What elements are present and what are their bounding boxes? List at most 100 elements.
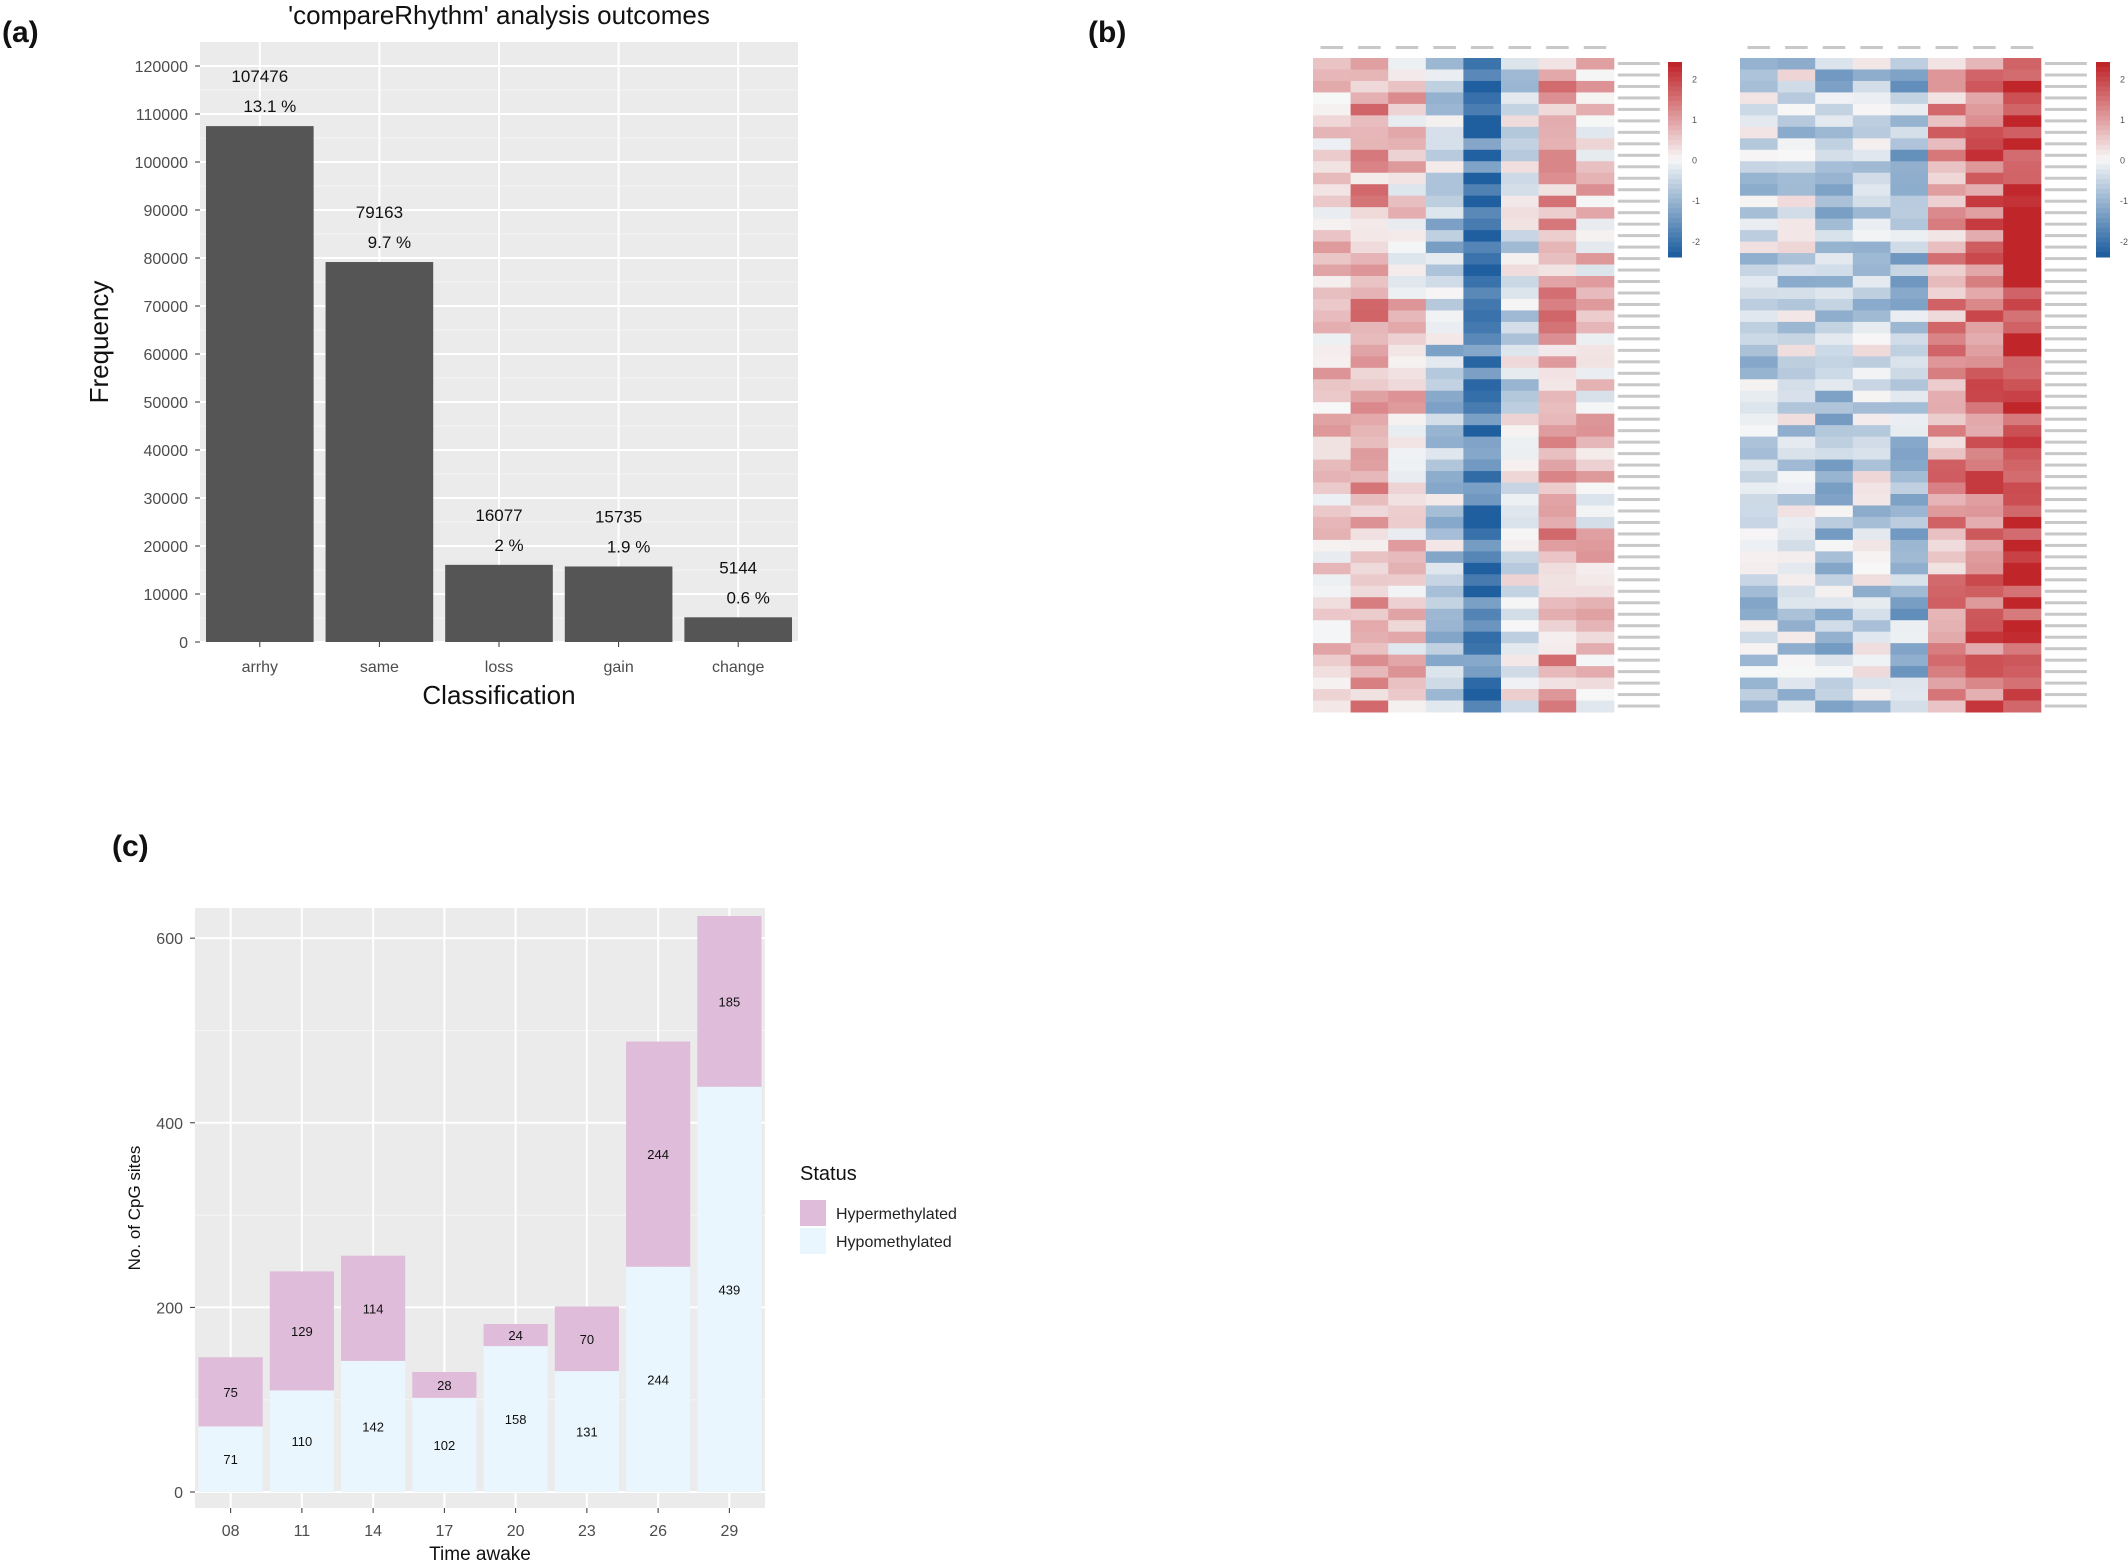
heatmap-left-row-label [1617, 165, 1660, 169]
heatmap-right-cell [2003, 471, 2042, 484]
heatmap-right-cell [1777, 643, 1816, 656]
heatmap-left-cell [1463, 298, 1502, 311]
heatmap-right-cell [1815, 643, 1854, 656]
heatmap-left-cell [1501, 253, 1540, 266]
heatmap-right-cell [2003, 138, 2042, 151]
bar-hypomethylated-29 [697, 1086, 762, 1492]
x-tick-label: arrhy [242, 659, 278, 676]
heatmap-right-cell [1928, 310, 1967, 323]
heatmap-left-cell [1463, 551, 1502, 564]
heatmap-right-cell [1740, 172, 1779, 185]
heatmap-left-cell [1350, 92, 1389, 105]
heatmap-right-cell [1852, 620, 1891, 633]
heatmap-right-row-label [2044, 532, 2087, 536]
heatmap-left-cell [1425, 356, 1464, 369]
heatmap-left-cell [1463, 413, 1502, 426]
heatmap-right-cell [1815, 620, 1854, 633]
heatmap-right-cell [1965, 539, 2004, 552]
heatmap-left-cell [1313, 298, 1352, 311]
heatmap-left-cell [1576, 172, 1615, 185]
heatmap-right-cell [1815, 321, 1854, 334]
colorbar-left-segment [1668, 164, 1682, 170]
heatmap-left-cell [1350, 138, 1389, 151]
heatmap-right-cell [1928, 459, 1967, 472]
colorbar-right-segment [2096, 86, 2110, 92]
heatmap-left-row-label [1617, 142, 1660, 146]
heatmap-right-cell [1815, 344, 1854, 357]
heatmap-left-cell [1313, 172, 1352, 185]
bar-value-label: 24 [508, 1328, 522, 1343]
heatmap-left-cell [1313, 459, 1352, 472]
heatmap-left-cell [1350, 471, 1389, 484]
heatmap-right-cell [1928, 620, 1967, 633]
heatmap-left-cell [1463, 620, 1502, 633]
heatmap-left-cell [1313, 643, 1352, 656]
heatmap-left-cell [1313, 677, 1352, 690]
heatmap-left-cell [1388, 287, 1427, 300]
bar-change [684, 617, 793, 642]
heatmap-right-cell [1890, 448, 1929, 461]
heatmap-right-cell [1815, 161, 1854, 174]
heatmap-right-cell [1928, 436, 1967, 449]
heatmap-left-cell [1388, 367, 1427, 380]
heatmap-left-cell [1425, 390, 1464, 403]
heatmap-right-cell [1740, 69, 1779, 82]
colorbar-right-tick: -1 [2120, 196, 2128, 206]
heatmap-right-cell [1777, 654, 1816, 667]
heatmap-right-cell [2003, 356, 2042, 369]
colorbar-left-segment [1668, 247, 1682, 253]
heatmap-right-cell [1777, 207, 1816, 220]
heatmap-right-cell [1740, 516, 1779, 529]
heatmap-right-cell [1928, 666, 1967, 679]
heatmap-right-cell [1777, 58, 1816, 70]
heatmap-left-cell [1463, 287, 1502, 300]
heatmap-left-cell [1538, 539, 1577, 552]
heatmap-right-cell [1890, 402, 1929, 415]
heatmap-left-cell [1501, 677, 1540, 690]
heatmap-right-row-label [2044, 84, 2087, 88]
heatmap-right-cell [1740, 321, 1779, 334]
heatmap-left-cell [1350, 585, 1389, 598]
colorbar-left-segment [1668, 135, 1682, 141]
bar-value-label: 70 [580, 1332, 594, 1347]
colorbar-left-segment [1668, 242, 1682, 248]
colorbar-right-segment [2096, 149, 2110, 156]
heatmap-left-cell [1313, 103, 1352, 116]
heatmap-right-cell [1852, 69, 1891, 82]
heatmap-left-cell [1350, 287, 1389, 300]
heatmap-left-cell [1501, 494, 1540, 506]
heatmap-right-cell [1740, 138, 1779, 151]
heatmap-left-cell [1463, 356, 1502, 369]
colorbar-right-segment [2096, 91, 2110, 97]
heatmap-left-cell [1463, 562, 1502, 575]
colorbar-left-segment [1668, 144, 1682, 151]
heatmap-left-cell [1576, 574, 1615, 587]
heatmap-left-cell [1501, 413, 1540, 426]
heatmap-right-cell [1965, 264, 2004, 277]
heatmap-right-cell [1852, 448, 1891, 461]
heatmap-left-cell [1576, 402, 1615, 415]
heatmap-left-cell [1501, 287, 1540, 300]
heatmap-right-cell [1928, 276, 1967, 288]
heatmap-left-cell [1576, 379, 1615, 392]
heatmap-left-cell [1501, 80, 1540, 93]
heatmap-right-cell [1740, 218, 1779, 231]
heatmap-left-cell [1463, 459, 1502, 472]
heatmap-right-cell [1965, 195, 2004, 208]
heatmap-left-row-label [1617, 337, 1660, 341]
heatmap-left-cell [1350, 689, 1389, 702]
heatmap-left-cell [1350, 494, 1389, 506]
heatmap-left-cell [1576, 58, 1615, 70]
heatmap-right-cell [1740, 344, 1779, 357]
heatmap-left-cell [1501, 230, 1540, 243]
heatmap-left-cell [1425, 58, 1464, 70]
heatmap-right-row-label [2044, 566, 2087, 570]
heatmap-right-cell [1928, 631, 1967, 644]
heatmap-right-row-label [2044, 176, 2087, 180]
heatmap-left-cell [1388, 92, 1427, 105]
heatmap-right-cell [1890, 494, 1929, 506]
heatmap-right-cell [1740, 700, 1779, 713]
bar-value-label: 107476 [231, 67, 288, 86]
heatmap-left-row-label [1617, 394, 1660, 398]
heatmap-right-row-label [2044, 371, 2087, 375]
